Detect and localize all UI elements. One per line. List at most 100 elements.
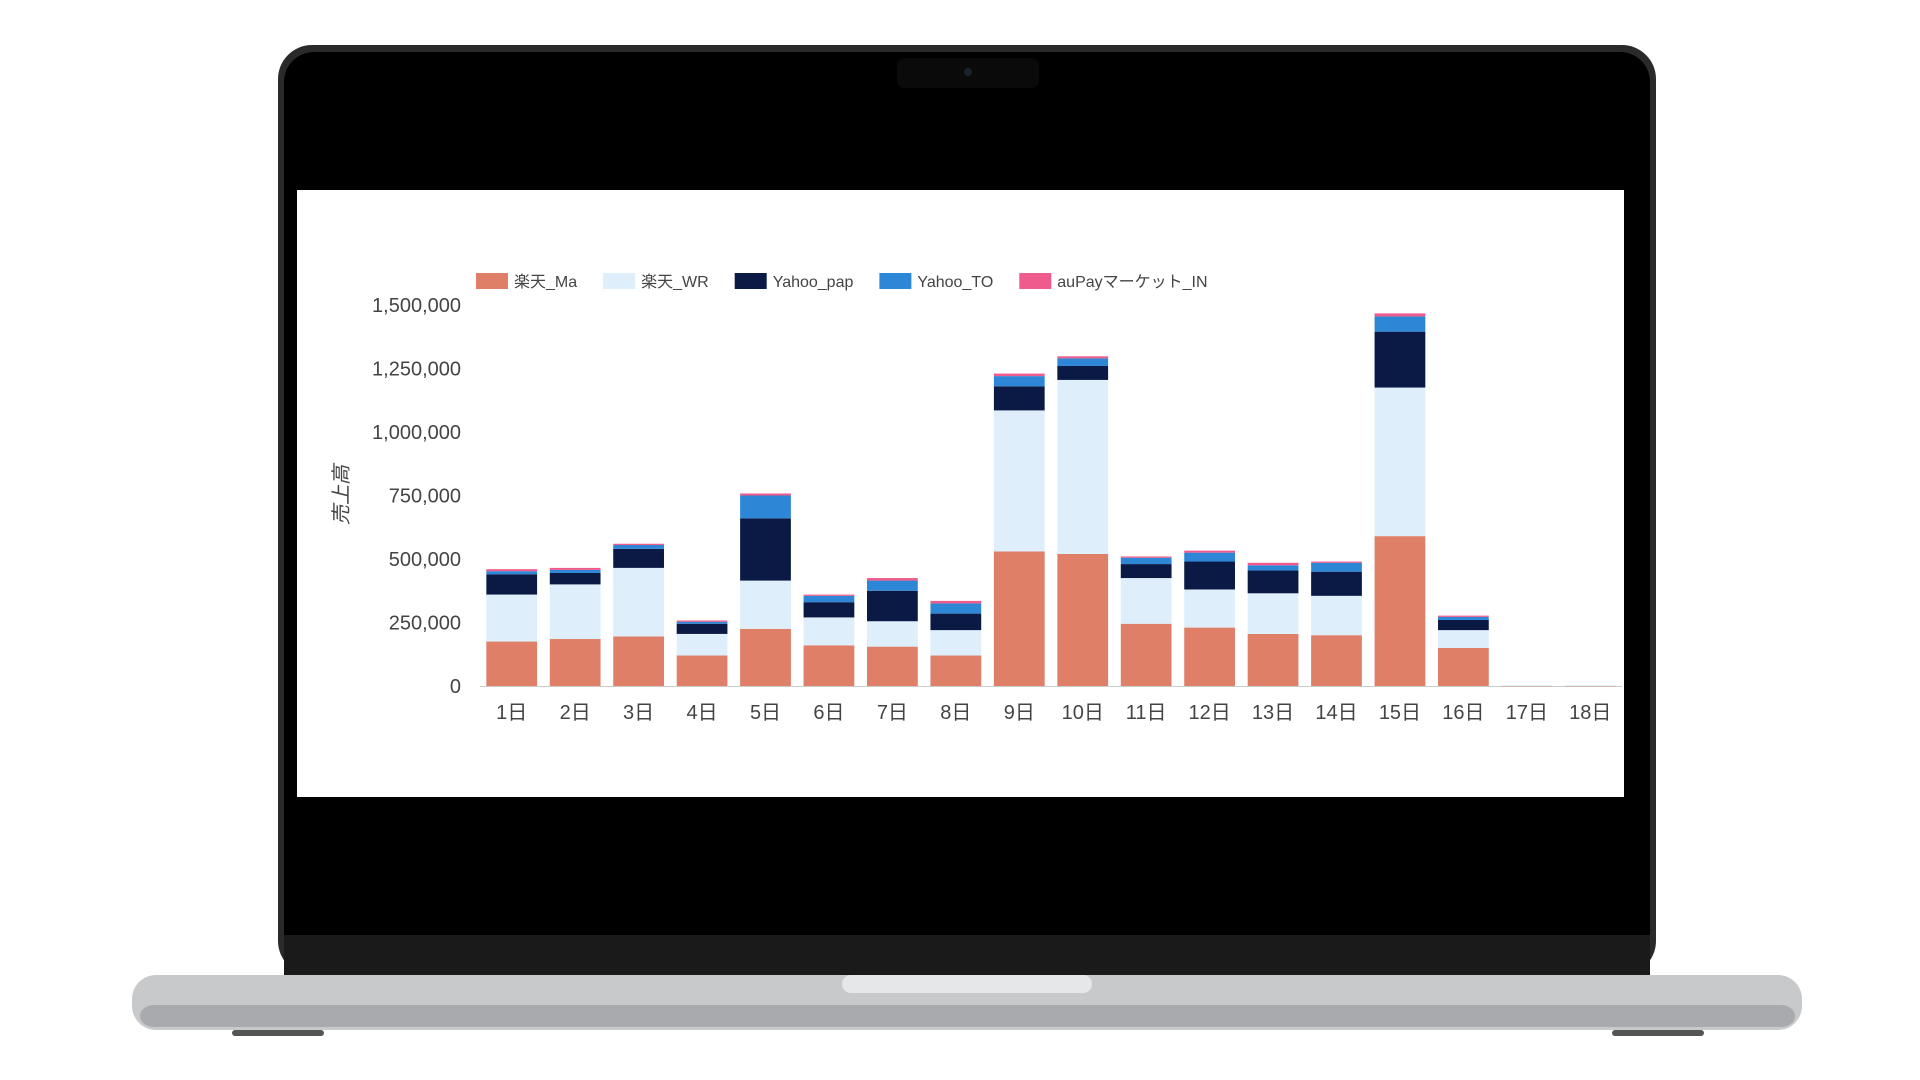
x-tick-label: 11日 <box>1126 702 1167 724</box>
legend-swatch <box>734 273 767 289</box>
bar-segment <box>1120 556 1172 558</box>
bar-segment <box>1184 561 1235 590</box>
bar-segment <box>740 580 791 629</box>
laptop-base-shade <box>140 1005 1795 1027</box>
bar-segment <box>676 655 728 686</box>
legend-swatch <box>879 273 912 289</box>
bar-segment <box>1057 358 1109 366</box>
x-tick-label: 13日 <box>1252 702 1294 724</box>
y-tick-label: 750,000 <box>389 486 461 508</box>
x-tick-label: 4日 <box>686 702 717 724</box>
camera-icon <box>964 68 972 76</box>
stacked-bar-chart: 楽天_Ma 楽天_WR Yahoo_pap Yahoo_TO auPayマーケット_IN… <box>331 273 1622 724</box>
laptop-foot-left <box>232 1030 324 1036</box>
bar-segment <box>613 545 664 549</box>
bar-segment <box>1247 633 1299 686</box>
legend-label: 楽天_Ma <box>514 273 577 291</box>
bar-segment <box>930 655 982 686</box>
y-tick-label: 1,500,000 <box>372 295 461 317</box>
y-axis-label: 売上高 <box>331 462 353 525</box>
bar-segment <box>1374 313 1426 317</box>
y-tick-label: 1,000,000 <box>372 422 461 444</box>
bar-segment <box>1057 365 1109 380</box>
bar-segment <box>1247 562 1299 566</box>
bar-segment <box>1438 619 1489 631</box>
bar-segment <box>740 493 791 496</box>
bar-segment <box>930 600 982 604</box>
bar-segment <box>549 584 601 640</box>
bezel-bottom-strip <box>284 935 1650 975</box>
bar-segment <box>1184 552 1235 562</box>
y-tick-label: 500,000 <box>389 549 461 571</box>
bar-segment <box>1057 553 1109 686</box>
bar-segment <box>1374 387 1426 537</box>
x-tick-label: 16日 <box>1442 702 1484 724</box>
bar-segment <box>993 551 1045 686</box>
x-tick-label: 12日 <box>1188 702 1230 724</box>
bar-segment <box>1438 647 1489 686</box>
bar-segment <box>803 645 855 686</box>
bar-segment <box>486 571 538 575</box>
bar-segment <box>486 569 538 572</box>
bar-segment <box>549 569 601 573</box>
trackpad-notch <box>842 975 1092 993</box>
bar-segment <box>740 518 791 581</box>
x-tick-label: 9日 <box>1004 702 1035 724</box>
legend-label: Yahoo_pap <box>773 274 854 291</box>
bar-segment <box>993 386 1045 411</box>
bar-segment <box>867 590 918 622</box>
bar-segment <box>1247 593 1299 634</box>
bar-segment <box>1247 570 1299 594</box>
bar-segment <box>1311 595 1362 636</box>
bar-segment <box>676 620 728 622</box>
x-tick-label: 17日 <box>1506 702 1548 724</box>
bar-segment <box>1311 562 1362 572</box>
bar-segment <box>676 623 728 634</box>
x-tick-label: 8日 <box>940 702 971 724</box>
laptop-foot-right <box>1612 1030 1704 1036</box>
y-tick-label: 250,000 <box>389 613 461 635</box>
bar-segment <box>1247 565 1299 571</box>
bar-segment <box>1438 615 1489 617</box>
x-tick-label: 10日 <box>1062 702 1104 724</box>
bar-segment <box>1120 623 1172 686</box>
bar-segment <box>486 574 538 595</box>
bar-segment <box>1184 589 1235 628</box>
bar-segment <box>1374 536 1426 686</box>
bar-segment <box>549 567 601 570</box>
bar-segment <box>803 594 855 596</box>
bar-segment <box>930 613 982 631</box>
bar-segment <box>1120 578 1172 624</box>
bar-segment <box>930 630 982 656</box>
bar-segment <box>740 495 791 519</box>
bar-segment <box>867 621 918 647</box>
bar-segment <box>486 594 538 642</box>
bar-segment <box>1184 550 1235 553</box>
bar-segment <box>867 580 918 591</box>
legend-label: 楽天_WR <box>641 273 709 291</box>
x-tick-label: 14日 <box>1315 702 1357 724</box>
x-tick-label: 18日 <box>1569 702 1611 724</box>
x-tick-label: 7日 <box>877 702 908 724</box>
bar-segment <box>803 617 855 646</box>
x-tick-label: 15日 <box>1379 702 1421 724</box>
bar-segment <box>1438 616 1489 620</box>
x-tick-label: 2日 <box>560 702 591 724</box>
bar-segment <box>613 543 664 546</box>
bar-segment <box>1438 630 1489 648</box>
bar-segment <box>1501 685 1553 687</box>
bar-segment <box>549 639 601 686</box>
bar-segment <box>803 602 855 618</box>
bar-segment <box>867 578 918 581</box>
bar-segment <box>486 641 538 686</box>
bar-segment <box>676 633 728 656</box>
bar-segment <box>1374 316 1426 332</box>
bar-segment <box>740 628 791 686</box>
bar-segment <box>1311 635 1362 686</box>
legend-label: Yahoo_TO <box>917 274 993 291</box>
bar-segment <box>1311 571 1362 596</box>
bar-segment <box>1057 379 1109 554</box>
x-tick-label: 5日 <box>750 702 781 724</box>
bar-segment <box>930 603 982 614</box>
bar-segment <box>803 595 855 603</box>
